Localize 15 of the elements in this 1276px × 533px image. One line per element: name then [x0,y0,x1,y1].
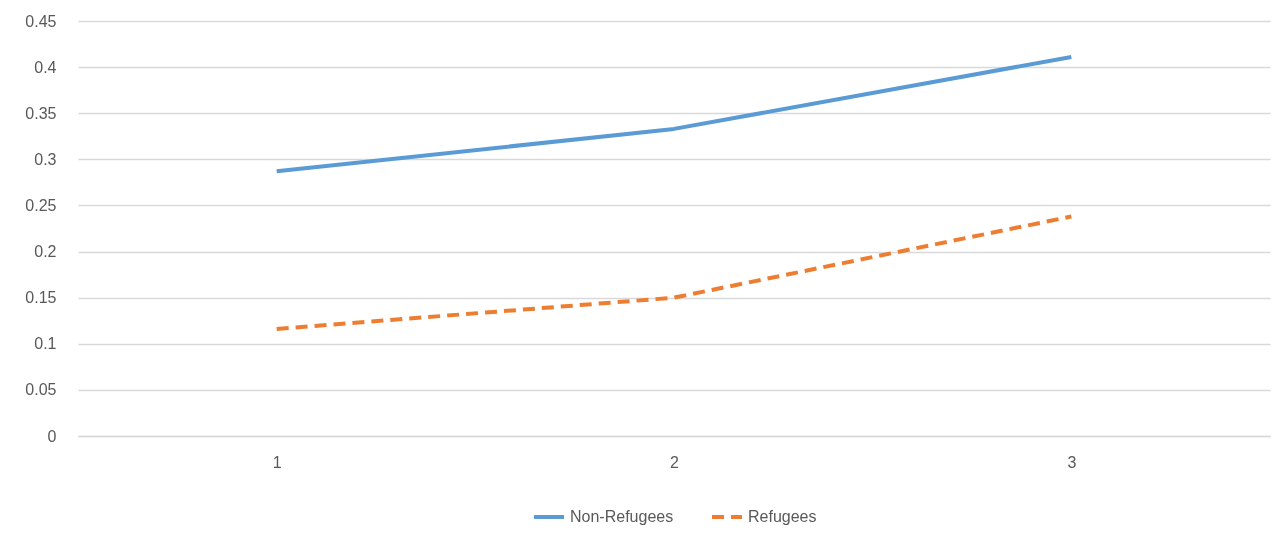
y-tick-label: 0.35 [25,104,57,122]
y-tick-label: 0.25 [25,196,57,214]
legend-label: Refugees [748,508,817,525]
y-tick-label: 0.2 [34,243,57,261]
y-tick-label: 0.3 [34,150,57,168]
y-tick-label: 0.15 [25,289,57,307]
legend-label: Non-Refugees [570,508,674,525]
x-tick-label: 1 [272,453,282,471]
y-tick-label: 0 [47,427,57,445]
x-tick-label: 2 [670,453,680,471]
x-tick-label: 3 [1067,453,1077,471]
y-tick-label: 0.1 [34,335,57,353]
y-tick-label: 0.4 [34,58,57,76]
y-tick-label: 0.05 [25,381,57,399]
y-tick-label: 0.45 [25,12,57,30]
